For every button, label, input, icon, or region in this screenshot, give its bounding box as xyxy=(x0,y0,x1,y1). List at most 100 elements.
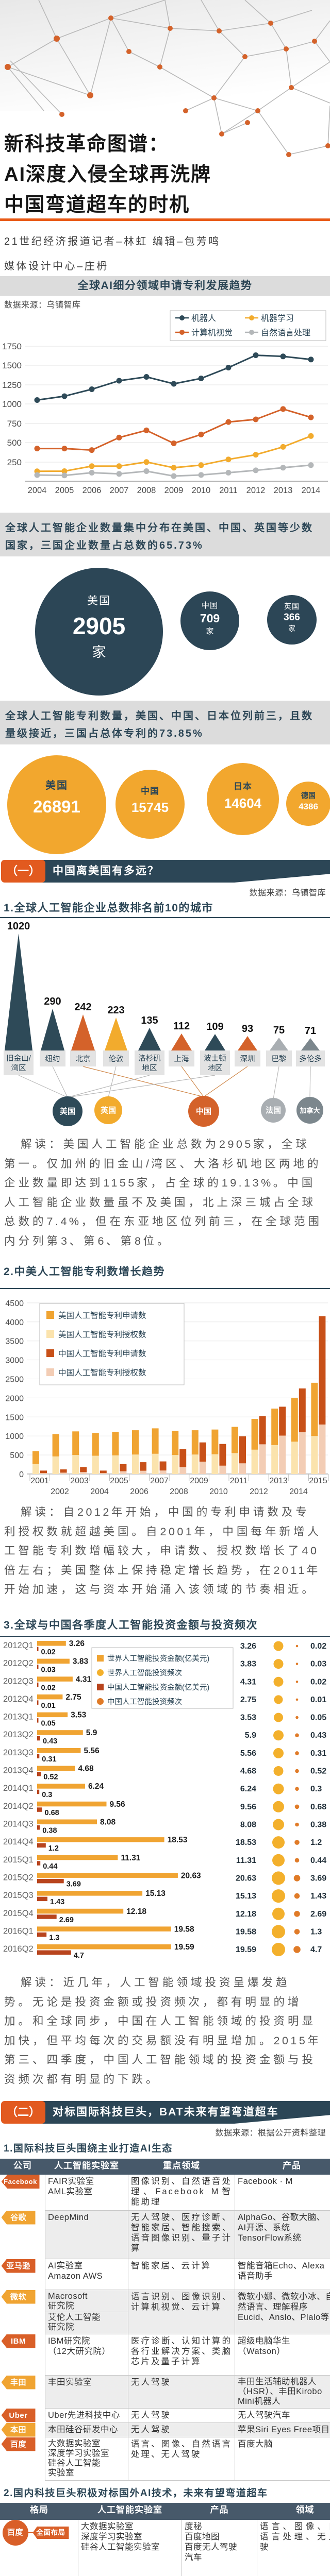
svg-text:8.08: 8.08 xyxy=(240,1821,256,1829)
svg-text:0.3: 0.3 xyxy=(42,1791,52,1799)
svg-text:北京: 北京 xyxy=(76,1055,91,1063)
svg-text:美国: 美国 xyxy=(60,1107,75,1116)
svg-text:1000: 1000 xyxy=(5,1432,24,1441)
svg-text:0.43: 0.43 xyxy=(43,1737,57,1745)
svg-text:机器人: 机器人 xyxy=(191,314,216,323)
svg-text:1.2: 1.2 xyxy=(48,1844,59,1853)
svg-text:0.68: 0.68 xyxy=(45,1809,59,1817)
svg-text:0.05: 0.05 xyxy=(41,1720,56,1728)
svg-text:0.52: 0.52 xyxy=(310,1767,326,1776)
svg-text:0.43: 0.43 xyxy=(310,1731,326,1740)
svg-text:2008: 2008 xyxy=(170,1487,188,1496)
svg-text:0.05: 0.05 xyxy=(310,1714,326,1722)
svg-text:世界人工智能投资金额(亿美元): 世界人工智能投资金额(亿美元) xyxy=(107,1654,209,1663)
svg-text:2500: 2500 xyxy=(5,1376,24,1384)
svg-text:中国人工智能投资金额(亿美元): 中国人工智能投资金额(亿美元) xyxy=(107,1683,209,1692)
svg-text:9.56: 9.56 xyxy=(240,1803,256,1811)
svg-text:19.59: 19.59 xyxy=(174,1943,194,1952)
svg-text:2002: 2002 xyxy=(51,1487,69,1496)
svg-text:0.02: 0.02 xyxy=(41,1684,56,1692)
svg-text:71: 71 xyxy=(305,1025,316,1037)
svg-text:19.58: 19.58 xyxy=(174,1925,194,1934)
svg-text:20.63: 20.63 xyxy=(236,1874,256,1883)
svg-text:2000: 2000 xyxy=(5,1394,24,1403)
svg-text:2015Q1: 2015Q1 xyxy=(3,1855,34,1865)
svg-text:2012: 2012 xyxy=(246,486,266,495)
svg-text:中国: 中国 xyxy=(196,1107,211,1116)
svg-text:0.38: 0.38 xyxy=(310,1821,326,1829)
svg-text:18.53: 18.53 xyxy=(236,1838,256,1847)
svg-text:2015Q4: 2015Q4 xyxy=(3,1909,34,1918)
svg-text:2014: 2014 xyxy=(302,486,321,495)
svg-text:2014Q2: 2014Q2 xyxy=(3,1802,34,1811)
svg-text:4000: 4000 xyxy=(5,1318,24,1327)
svg-text:750: 750 xyxy=(7,419,22,429)
svg-text:自然语言处理: 自然语言处理 xyxy=(261,328,310,337)
svg-text:19.59: 19.59 xyxy=(236,1945,256,1954)
svg-text:4.68: 4.68 xyxy=(240,1767,256,1776)
svg-text:0.31: 0.31 xyxy=(310,1749,326,1758)
svg-text:2014Q3: 2014Q3 xyxy=(3,1820,34,1829)
svg-text:2009: 2009 xyxy=(164,486,184,495)
svg-text:93: 93 xyxy=(242,1023,253,1035)
svg-text:0.44: 0.44 xyxy=(310,1856,326,1865)
svg-text:0.02: 0.02 xyxy=(41,1648,56,1656)
svg-text:250: 250 xyxy=(7,457,22,467)
svg-text:2016Q2: 2016Q2 xyxy=(3,1944,34,1954)
svg-text:109: 109 xyxy=(206,1021,223,1032)
svg-text:0.52: 0.52 xyxy=(43,1773,58,1782)
svg-text:2007: 2007 xyxy=(110,486,129,495)
svg-text:2013Q2: 2013Q2 xyxy=(3,1730,34,1739)
svg-text:3.53: 3.53 xyxy=(240,1714,256,1722)
svg-text:上海: 上海 xyxy=(174,1055,189,1063)
svg-text:18.53: 18.53 xyxy=(168,1836,188,1844)
svg-text:2005: 2005 xyxy=(55,486,74,495)
svg-text:2003: 2003 xyxy=(70,1477,89,1485)
svg-text:中国人工智能专利申请数: 中国人工智能专利申请数 xyxy=(58,1349,146,1359)
svg-text:4.31: 4.31 xyxy=(240,1677,256,1686)
svg-text:机器学习: 机器学习 xyxy=(261,314,294,323)
svg-text:1750: 1750 xyxy=(2,342,22,351)
svg-text:地区: 地区 xyxy=(142,1064,157,1073)
svg-text:1.3: 1.3 xyxy=(310,1927,322,1936)
svg-text:世界人工智能投资频次: 世界人工智能投资频次 xyxy=(107,1669,182,1677)
svg-text:1000: 1000 xyxy=(2,399,22,409)
svg-text:计算机视觉: 计算机视觉 xyxy=(191,328,233,337)
svg-text:2012Q2: 2012Q2 xyxy=(3,1659,34,1668)
svg-text:法国: 法国 xyxy=(266,1106,281,1115)
svg-text:2005: 2005 xyxy=(110,1477,128,1485)
svg-text:12.18: 12.18 xyxy=(236,1910,256,1919)
svg-text:2011: 2011 xyxy=(219,486,237,495)
svg-text:15.13: 15.13 xyxy=(145,1889,166,1898)
svg-text:0: 0 xyxy=(19,1470,24,1479)
svg-text:11.31: 11.31 xyxy=(236,1856,256,1865)
svg-text:3.26: 3.26 xyxy=(240,1642,256,1651)
svg-text:纽约: 纽约 xyxy=(45,1055,60,1063)
svg-text:6.24: 6.24 xyxy=(88,1782,104,1791)
svg-text:2008: 2008 xyxy=(137,486,156,495)
svg-text:20.63: 20.63 xyxy=(181,1871,201,1880)
svg-text:2015Q2: 2015Q2 xyxy=(3,1873,34,1882)
svg-text:9.56: 9.56 xyxy=(110,1800,126,1809)
svg-text:19.58: 19.58 xyxy=(236,1927,256,1936)
svg-text:5.56: 5.56 xyxy=(84,1747,100,1755)
svg-text:3.53: 3.53 xyxy=(71,1711,87,1720)
svg-text:多伦多: 多伦多 xyxy=(299,1055,322,1063)
svg-text:223: 223 xyxy=(107,1005,124,1016)
svg-text:2015: 2015 xyxy=(309,1477,327,1485)
svg-text:美国人工智能专利申请数: 美国人工智能专利申请数 xyxy=(58,1311,146,1320)
svg-text:0.38: 0.38 xyxy=(42,1827,57,1835)
svg-text:12.18: 12.18 xyxy=(126,1907,146,1916)
svg-text:加拿大: 加拿大 xyxy=(299,1107,320,1114)
svg-text:2010: 2010 xyxy=(192,486,211,495)
svg-text:112: 112 xyxy=(173,1021,190,1032)
svg-text:0.31: 0.31 xyxy=(42,1755,56,1764)
svg-text:500: 500 xyxy=(7,438,22,448)
svg-text:1.3: 1.3 xyxy=(49,1934,59,1942)
svg-text:3.69: 3.69 xyxy=(310,1874,326,1883)
svg-text:0.3: 0.3 xyxy=(310,1785,322,1793)
svg-text:中国人工智能专利授权数: 中国人工智能专利授权数 xyxy=(58,1368,146,1378)
svg-text:2012Q4: 2012Q4 xyxy=(3,1694,34,1704)
svg-text:1.43: 1.43 xyxy=(310,1892,326,1901)
svg-text:2012Q3: 2012Q3 xyxy=(3,1676,34,1686)
